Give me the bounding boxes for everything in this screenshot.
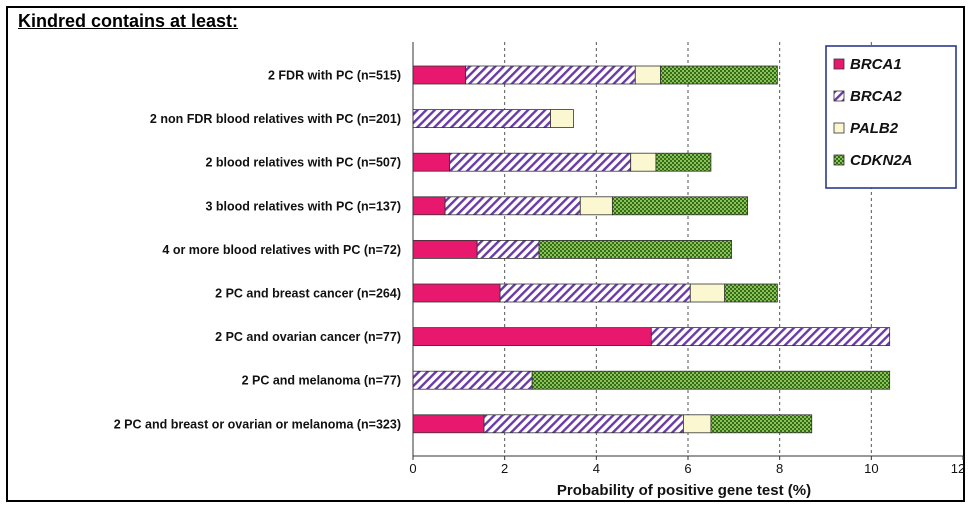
legend: BRCA1 BRCA2 PALB2 CDKN2A: [825, 45, 957, 189]
bar-brca2: [412, 370, 533, 390]
bar-palb2: [689, 283, 726, 303]
bar-brca1: [412, 65, 467, 85]
bar-palb2: [683, 414, 712, 434]
bar-brca1: [412, 239, 478, 259]
category-label: 2 PC and ovarian cancer (n=77): [215, 330, 401, 344]
bar-palb2: [630, 152, 657, 172]
bar-cdkn2a: [724, 283, 778, 303]
x-tick-label: 0: [409, 461, 416, 476]
legend-swatch-palb2: [833, 122, 845, 134]
category-label: 2 PC and breast or ovarian or melanoma (…: [114, 417, 401, 431]
legend-label-brca2: BRCA2: [850, 88, 902, 105]
bar-cdkn2a: [655, 152, 712, 172]
category-label: 2 PC and melanoma (n=77): [242, 374, 401, 388]
x-tick-label: 10: [864, 461, 878, 476]
x-tick-label: 8: [776, 461, 783, 476]
bar-cdkn2a: [660, 65, 778, 85]
page-title: Kindred contains at least:: [18, 11, 239, 31]
bar-brca2: [499, 283, 691, 303]
bar-cdkn2a: [710, 414, 813, 434]
bar-cdkn2a: [538, 239, 732, 259]
bar-brca1: [412, 196, 446, 216]
bar-palb2: [634, 65, 661, 85]
bar-brca2: [412, 109, 551, 128]
legend-swatch-cdkn2a: [833, 154, 845, 166]
bar-brca1: [412, 327, 652, 347]
bars: [412, 65, 891, 434]
bar-cdkn2a: [531, 370, 891, 390]
bar-brca1: [412, 283, 501, 303]
bar-brca2: [449, 152, 632, 172]
category-label: 2 PC and breast cancer (n=264): [215, 287, 401, 301]
bar-brca1: [412, 414, 485, 434]
bar-palb2: [550, 109, 574, 128]
bar-brca2: [483, 414, 684, 434]
category-label: 2 blood relatives with PC (n=507): [205, 156, 401, 170]
category-label: 2 non FDR blood relatives with PC (n=201…: [150, 112, 401, 126]
bar-brca2: [650, 327, 891, 347]
legend-label-brca1: BRCA1: [850, 56, 902, 73]
bar-brca2: [465, 65, 636, 85]
x-tick-label: 6: [684, 461, 691, 476]
category-label: 3 blood relatives with PC (n=137): [205, 199, 401, 213]
category-label: 4 or more blood relatives with PC (n=72): [162, 243, 401, 257]
bar-palb2: [579, 196, 613, 216]
x-tick-label: 4: [593, 461, 600, 476]
bar-brca2: [476, 239, 540, 259]
legend-swatch-brca2: [833, 90, 845, 102]
legend-box: [825, 45, 957, 189]
legend-swatch-brca1: [833, 58, 845, 70]
bar-cdkn2a: [611, 196, 748, 216]
x-axis-title: Probability of positive gene test (%): [557, 482, 811, 499]
x-axis: 0 2 4 6 8 10 12 Probability of positive gene te…: [409, 42, 965, 499]
bar-brca2: [444, 196, 581, 216]
x-tick-label: 2: [501, 461, 508, 476]
legend-label-palb2: PALB2: [850, 120, 899, 137]
bar-brca1: [412, 152, 451, 172]
category-label: 2 FDR with PC (n=515): [268, 69, 401, 83]
legend-label-cdkn2a: CDKN2A: [850, 152, 913, 169]
x-tick-label: 12: [951, 461, 965, 476]
category-labels: 2 FDR with PC (n=515) 2 non FDR blood rel…: [114, 69, 401, 432]
